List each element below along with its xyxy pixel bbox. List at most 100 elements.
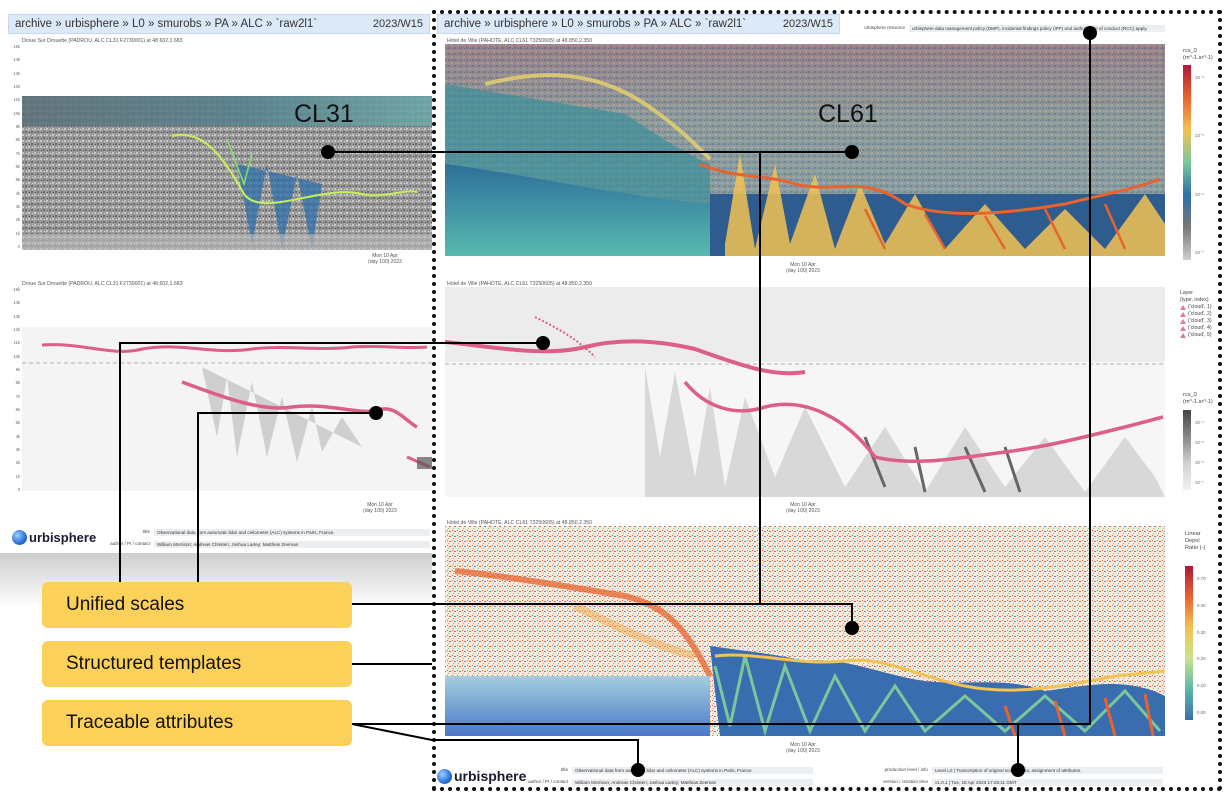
right-footer-title-key: title bbox=[560, 767, 568, 772]
right-panel1-svg bbox=[445, 44, 1165, 256]
colorbar-tick-label: 0.40 bbox=[1197, 602, 1206, 608]
left-logo: urbisphere bbox=[12, 530, 96, 545]
y-tick-label: 12k bbox=[13, 327, 20, 332]
right-cbar1-title: rcs_0 (m^-1.sr^-1) bbox=[1183, 48, 1213, 61]
left-panel1-xlabel: Mon 10 Apr (day 100) 2023 bbox=[368, 253, 402, 265]
colorbar-tick-label: 0.70 bbox=[1197, 576, 1206, 581]
right-cbar1-ticks: 10⁻⁴ 10⁻⁵ 10⁻⁶ 10⁻⁷ bbox=[1195, 65, 1225, 260]
left-panel2-svg bbox=[22, 287, 432, 491]
right-cbar2-ticks: 10⁻⁴ 10⁻⁵ 10⁻⁶ 10⁻⁷ bbox=[1195, 410, 1225, 490]
right-footer-level-row: production level / info Level L0 | Trans… bbox=[858, 767, 1163, 774]
colorbar-tick-label: 0.30 bbox=[1197, 629, 1206, 635]
y-tick-label: 11k bbox=[13, 97, 20, 103]
colorbar-tick-label: 0.00 bbox=[1197, 710, 1206, 715]
y-tick-label: 14k bbox=[13, 57, 20, 63]
y-tick-label: 9k bbox=[15, 124, 20, 129]
globe-icon bbox=[437, 768, 452, 784]
left-panel1-plot bbox=[22, 44, 432, 250]
colorbar-tick-label: 10⁻⁵ bbox=[1195, 440, 1205, 445]
left-footer-title-row: title Observational data from automatic … bbox=[95, 529, 430, 536]
right-panel1-xlabel: Mon 10 Apr (day 100) 2023 bbox=[786, 262, 820, 274]
y-tick-label: 7k bbox=[15, 393, 20, 399]
colorbar-tick-label: 10⁻⁷ bbox=[1195, 250, 1204, 255]
right-cbar3 bbox=[1185, 566, 1193, 720]
callout-traceable-attributes: Traceable attributes bbox=[42, 700, 352, 746]
right-panel3-svg bbox=[445, 526, 1165, 736]
colorbar-tick-label: 10⁻⁵ bbox=[1195, 133, 1205, 139]
left-footer-title-val: Observational data from automatic lidar … bbox=[154, 529, 430, 536]
layer-legend-item: ('cloud', 3) bbox=[1180, 318, 1212, 325]
right-footer-version-row: version / creation time v1.0.1 | Tue, 18… bbox=[858, 779, 1163, 786]
left-panel2-xlabel: Mon 10 Apr (day 100) 2023 bbox=[363, 502, 397, 514]
right-footer-title-row: title Observational data from automatic … bbox=[513, 767, 813, 774]
y-tick-label: 8k bbox=[15, 380, 20, 386]
colorbar-tick-label: 10⁻⁴ bbox=[1195, 75, 1205, 80]
left-panel1-title: Droue Sur Drouette (PADROU, ALC CL31 F27… bbox=[22, 38, 183, 44]
right-cbar3-ticks: 0.70 0.40 0.30 0.20 0.10 0.00 bbox=[1197, 566, 1226, 720]
colorbar-tick-label: 10⁻⁴ bbox=[1195, 420, 1205, 425]
right-cbar1 bbox=[1183, 65, 1191, 260]
y-tick-label: 15k bbox=[13, 44, 20, 49]
y-tick-label: 4k bbox=[15, 433, 20, 439]
y-tick-label: 4k bbox=[15, 190, 20, 196]
right-layer-legend: Layer (type, index) ('cloud', 1) ('cloud'… bbox=[1180, 290, 1212, 339]
right-footer-author-row: author / PI / contact William Morrison; … bbox=[513, 779, 813, 786]
right-footer-title-val: Observational data from automatic lidar … bbox=[572, 767, 813, 774]
right-panel1-plot bbox=[445, 44, 1165, 256]
colorbar-tick-label: 0.10 bbox=[1197, 683, 1206, 689]
triangle-marker-icon bbox=[1180, 326, 1186, 331]
right-panel2-plot bbox=[445, 287, 1165, 497]
layer-legend-label: ('cloud', 4) bbox=[1188, 325, 1212, 331]
right-footer-level-key: production level / info bbox=[884, 767, 928, 772]
left-header-path: archive » urbisphere » L0 » smurobs » PA… bbox=[15, 18, 318, 30]
right-cbar2-title: rcs_0 (m^-1.sr^-1) bbox=[1183, 392, 1213, 405]
triangle-marker-icon bbox=[1180, 312, 1186, 317]
left-footer-title-key: title bbox=[142, 529, 150, 534]
y-tick-label: 7k bbox=[15, 150, 20, 156]
layer-legend-item: ('cloud', 1) bbox=[1180, 304, 1212, 311]
right-footer-version-val: v1.0.1 | Tue, 18 Apr 2023 17:26:11 GMT bbox=[932, 779, 1163, 786]
y-tick-label: 0 bbox=[17, 244, 20, 249]
y-tick-label: 6k bbox=[15, 407, 20, 412]
callout-unified-scales: Unified scales bbox=[42, 582, 352, 628]
cl31-label: CL31 bbox=[294, 100, 354, 128]
right-header-week: 2023/W15 bbox=[782, 18, 833, 30]
right-panel3-xlabel: Mon 10 Apr (day 100) 2023 bbox=[786, 742, 820, 754]
left-panel2-title: Droue Sur Drouette (PADROU, ALC CL31 F27… bbox=[22, 281, 183, 287]
layer-legend-item: ('cloud', 4) bbox=[1180, 325, 1212, 332]
triangle-marker-icon bbox=[1180, 319, 1186, 324]
right-layer-legend-title: Layer (type, index) bbox=[1180, 290, 1209, 303]
right-footer-level-val: Level L0 | Transcription of original sou… bbox=[932, 767, 1163, 774]
y-tick-label: 5k bbox=[15, 420, 20, 426]
y-tick-label: 11k bbox=[13, 340, 20, 346]
triangle-marker-icon bbox=[1180, 305, 1186, 310]
layer-legend-label: ('cloud', 2) bbox=[1188, 311, 1212, 317]
layer-legend-label: ('cloud', 1) bbox=[1188, 304, 1212, 310]
layer-legend-item: ('cloud', 2) bbox=[1180, 311, 1212, 318]
y-tick-label: 10k bbox=[13, 353, 20, 359]
right-panel2-xlabel: Mon 10 Apr (day 100) 2023 bbox=[786, 502, 820, 514]
y-tick-label: 1k bbox=[15, 473, 20, 479]
left-panel1-yaxis: 15k 14k 13k 12k 11k 10k 9k 8k 7k 6k 5k 4k 3k 2k 1k 0 bbox=[4, 44, 20, 254]
y-tick-label: 6k bbox=[15, 164, 20, 169]
colorbar-tick-label: 10⁻⁶ bbox=[1195, 460, 1205, 465]
left-panel1-svg bbox=[22, 96, 432, 250]
right-footer-author-key: author / PI / contact bbox=[528, 779, 568, 784]
layer-legend-label: ('cloud', 3) bbox=[1188, 318, 1212, 324]
colorbar-tick-label: 10⁻⁷ bbox=[1195, 480, 1204, 485]
right-cbar3-title: Linear Depol Ratio (-) bbox=[1185, 531, 1206, 551]
y-tick-label: 2k bbox=[15, 217, 20, 223]
right-cbar2 bbox=[1183, 410, 1191, 490]
layer-legend-label: ('cloud', 5) bbox=[1188, 332, 1212, 338]
y-tick-label: 13k bbox=[13, 313, 20, 319]
left-footer-author-row: author / PI / contact William Morrison; … bbox=[95, 541, 430, 548]
left-footer-author-val: William Morrison; Andreas Christen; Josh… bbox=[154, 541, 430, 548]
y-tick-label: 15k bbox=[13, 287, 20, 292]
right-header-path: archive » urbisphere » L0 » smurobs » PA… bbox=[444, 18, 747, 30]
callout-structured-templates: Structured templates bbox=[42, 641, 352, 687]
right-resource-row: urbisphere resource urbisphere data mana… bbox=[845, 25, 1165, 32]
right-header: archive » urbisphere » L0 » smurobs » PA… bbox=[437, 14, 840, 34]
left-header: archive » urbisphere » L0 » smurobs » PA… bbox=[8, 14, 430, 34]
y-tick-label: 12k bbox=[13, 84, 20, 89]
left-logo-text: urbisphere bbox=[29, 530, 97, 545]
